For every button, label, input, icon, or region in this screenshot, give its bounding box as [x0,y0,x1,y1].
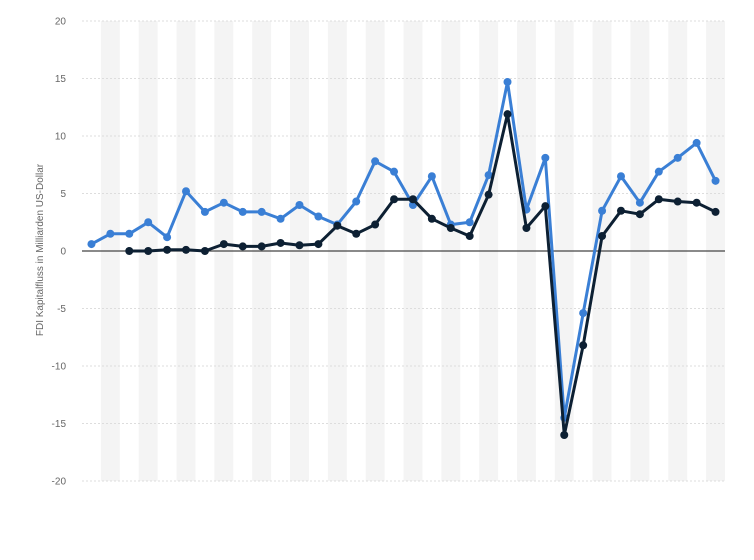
data-point[interactable] [182,245,191,254]
data-point[interactable] [390,167,399,176]
data-point[interactable] [238,207,247,216]
data-point[interactable] [219,198,228,207]
data-point[interactable] [163,233,172,242]
data-point[interactable] [390,195,399,204]
data-point[interactable] [125,229,134,238]
data-point[interactable] [654,195,663,204]
data-point[interactable] [465,218,474,227]
data-point[interactable] [295,241,304,250]
data-point[interactable] [144,218,153,227]
data-point[interactable] [692,198,701,207]
data-point[interactable] [598,206,607,215]
data-point[interactable] [673,197,682,206]
data-point[interactable] [371,157,380,166]
series-2 [125,110,720,439]
data-point[interactable] [579,341,588,350]
data-point[interactable] [295,201,304,209]
data-point[interactable] [219,240,228,249]
data-point[interactable] [673,153,682,162]
data-point[interactable] [276,214,285,223]
data-point[interactable] [371,220,380,229]
series-1 [87,77,720,422]
data-point[interactable] [503,77,512,86]
data-point[interactable] [333,221,342,230]
data-point[interactable] [560,431,569,439]
data-point[interactable] [635,198,644,207]
data-point[interactable] [692,138,701,147]
y-tick-label: -10 [52,362,67,373]
data-point[interactable] [87,240,96,249]
data-point[interactable] [238,242,247,251]
data-point[interactable] [200,247,209,255]
y-tick-label: -15 [52,419,67,430]
data-point[interactable] [446,224,455,232]
y-tick-label: 20 [55,17,67,28]
y-tick-label: 5 [60,189,66,200]
data-point[interactable] [579,309,588,318]
data-point[interactable] [598,232,607,241]
data-point[interactable] [314,240,323,249]
data-point[interactable] [522,224,531,232]
y-tick-label: -20 [52,477,67,488]
data-point[interactable] [144,247,153,255]
data-point[interactable] [616,172,625,181]
data-point[interactable] [314,212,323,221]
data-point[interactable] [465,232,474,241]
data-point[interactable] [484,190,493,199]
data-point[interactable] [427,214,436,223]
data-point[interactable] [616,206,625,215]
data-point[interactable] [257,207,266,216]
data-point[interactable] [200,207,209,216]
data-point[interactable] [352,229,361,238]
series-line [90,80,717,420]
data-point[interactable] [711,207,720,216]
series-group [87,77,720,439]
data-point[interactable] [163,245,172,254]
data-point[interactable] [427,172,436,181]
y-tick-label: 15 [55,74,67,85]
data-point[interactable] [182,187,191,196]
y-axis-ticks: 20 15 10 5 0 -5 -10 -15 -20 [52,17,67,488]
data-point[interactable] [654,167,663,176]
data-point[interactable] [106,229,115,238]
data-point[interactable] [257,242,266,251]
data-point[interactable] [408,195,417,204]
y-axis-label: FDI Kapitalfluss in Milliarden US-Dollar [35,163,46,336]
data-point[interactable] [541,153,550,162]
data-point[interactable] [541,202,550,211]
y-tick-label: 0 [60,247,66,258]
y-tick-label: 10 [55,132,67,143]
y-tick-label: -5 [57,304,66,315]
data-point[interactable] [503,110,512,119]
data-point[interactable] [276,238,285,247]
data-point[interactable] [484,171,493,180]
data-point[interactable] [125,247,134,255]
data-point[interactable] [352,197,361,206]
gridlines [82,20,725,482]
data-point[interactable] [711,176,720,185]
data-point[interactable] [635,210,644,219]
